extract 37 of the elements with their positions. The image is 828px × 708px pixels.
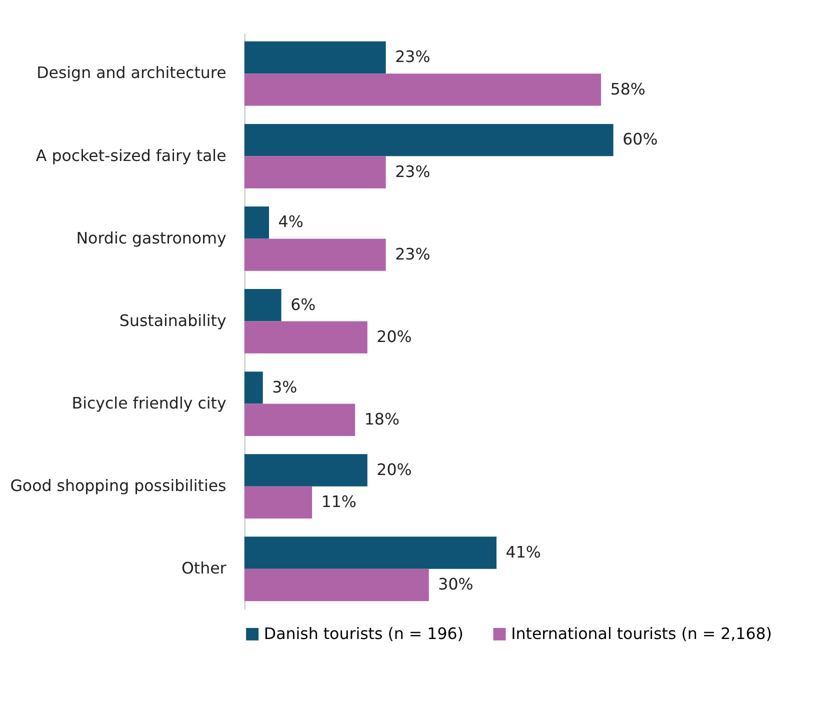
data-label: 23% bbox=[395, 47, 430, 66]
data-label: 23% bbox=[395, 162, 430, 181]
data-label: 4% bbox=[278, 212, 304, 232]
bar bbox=[244, 486, 312, 519]
data-label: 20% bbox=[376, 326, 412, 346]
bar bbox=[244, 404, 356, 436]
bar bbox=[244, 568, 429, 602]
data-label: 11% bbox=[321, 492, 356, 512]
data-label: 23% bbox=[395, 244, 430, 264]
y-tick-label: Nordic gastronomy bbox=[76, 228, 226, 248]
y-tick-label: Sustainability bbox=[119, 310, 226, 330]
legend-label: International tourists (n = 2,168) bbox=[511, 624, 772, 643]
data-label: 41% bbox=[506, 542, 541, 562]
bar bbox=[244, 206, 269, 239]
y-tick-label: Good shopping possibilities bbox=[10, 476, 226, 495]
data-label: 20% bbox=[376, 460, 412, 479]
y-tick-label: Design and architecture bbox=[36, 63, 226, 82]
data-label: 3% bbox=[272, 377, 298, 396]
bar bbox=[244, 41, 386, 74]
bar bbox=[244, 74, 602, 106]
bar bbox=[244, 124, 614, 156]
data-label: 58% bbox=[610, 79, 646, 98]
data-label: 18% bbox=[364, 410, 400, 429]
data-label: 60% bbox=[622, 130, 658, 149]
bar bbox=[244, 321, 368, 354]
bar bbox=[244, 289, 282, 322]
y-tick-label: A pocket-sized fairy tale bbox=[36, 146, 226, 165]
y-tick-label: Other bbox=[181, 558, 227, 578]
bar bbox=[244, 536, 497, 569]
bar bbox=[244, 454, 368, 486]
data-label: 6% bbox=[290, 294, 316, 314]
bar bbox=[244, 238, 386, 271]
data-label: 30% bbox=[438, 574, 474, 594]
bar bbox=[244, 156, 386, 188]
y-tick-label: Bicycle friendly city bbox=[72, 393, 226, 412]
bar bbox=[244, 372, 263, 404]
legend-label: Danish tourists (n = 196) bbox=[264, 624, 464, 643]
